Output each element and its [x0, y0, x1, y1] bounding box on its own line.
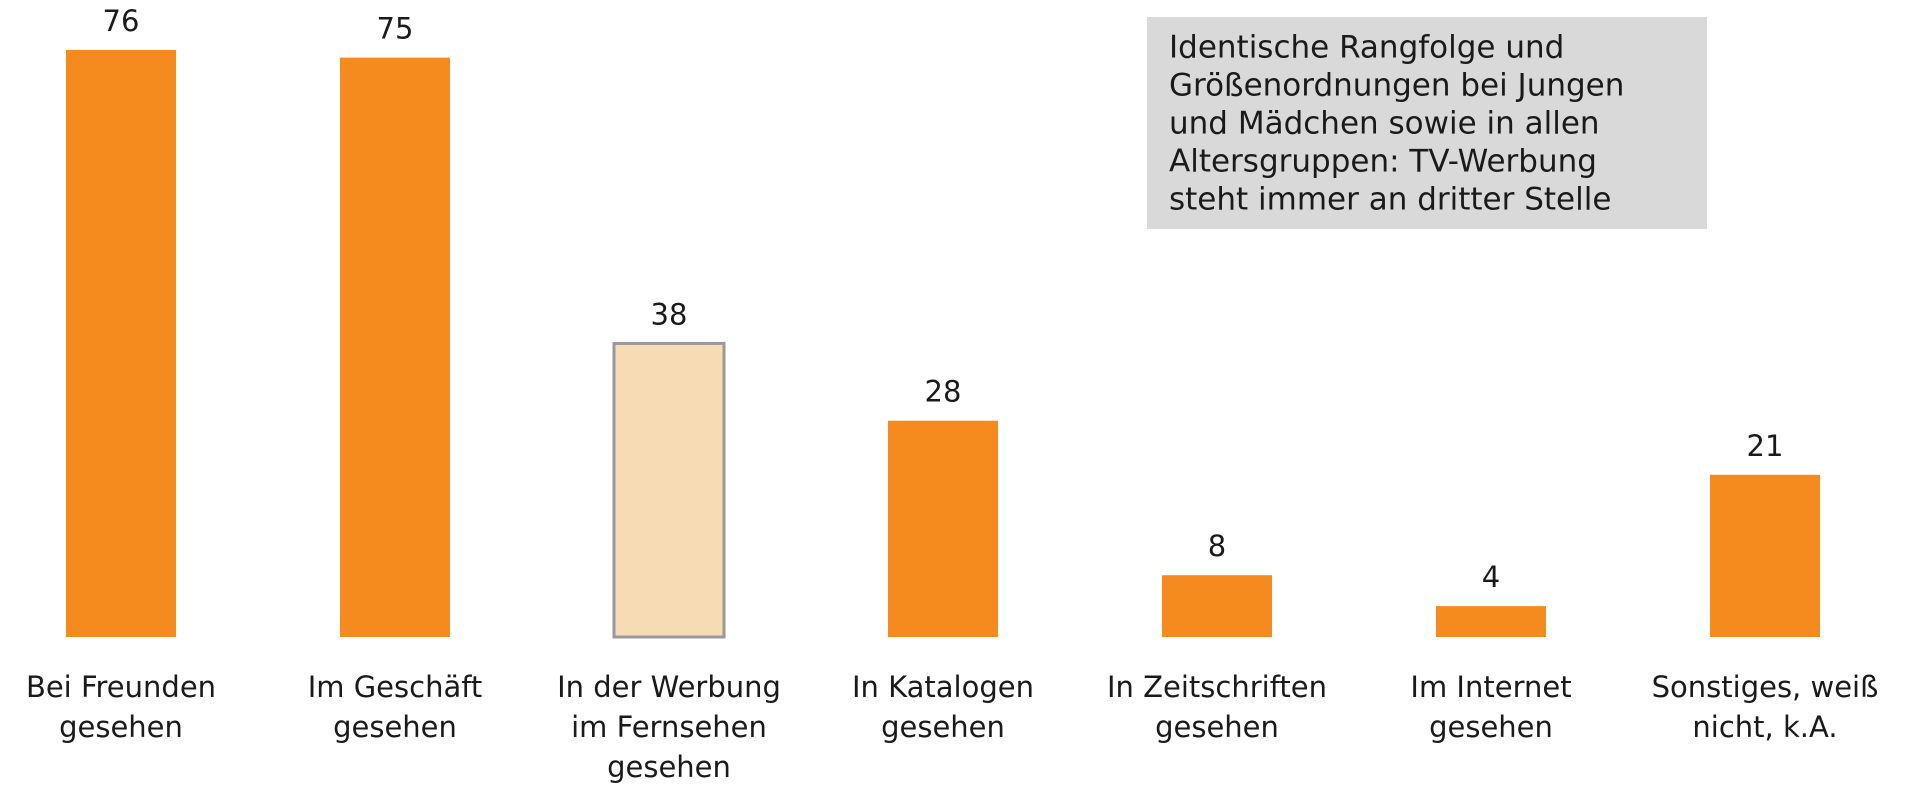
x-tick-label: gesehen [333, 710, 457, 744]
x-tick-label: In Zeitschriften [1107, 670, 1327, 704]
value-label: 8 [1208, 529, 1226, 563]
annotation-line: Größenordnungen bei Jungen [1169, 68, 1624, 104]
annotation-line: Altersgruppen: TV-Werbung [1169, 144, 1597, 180]
bar [340, 57, 450, 637]
x-tick-label: Im Geschäft [308, 670, 483, 704]
annotation-line: und Mädchen sowie in allen [1169, 106, 1600, 142]
x-tick-label: Sonstiges, weiß [1652, 670, 1879, 704]
x-tick-label: gesehen [59, 710, 183, 744]
value-label: 75 [377, 12, 414, 46]
annotation-line: Identische Rangfolge und [1169, 30, 1564, 66]
bar [1710, 474, 1820, 637]
bar [1162, 575, 1272, 637]
x-tick-label: Bei Freunden [26, 670, 216, 704]
x-tick-label: Im Internet [1410, 670, 1571, 704]
x-tick-label: gesehen [1429, 710, 1553, 744]
value-label: 28 [925, 375, 962, 409]
x-tick-label: In Katalogen [852, 670, 1034, 704]
x-tick-label: gesehen [607, 750, 731, 784]
value-label: 4 [1482, 560, 1500, 594]
value-label: 21 [1747, 429, 1784, 463]
annotation-line: steht immer an dritter Stelle [1169, 182, 1611, 218]
x-tick-label: In der Werbung [557, 670, 781, 704]
x-tick-label: gesehen [1155, 710, 1279, 744]
value-label: 76 [103, 4, 140, 38]
annotation-box [1147, 17, 1707, 229]
value-label: 38 [651, 297, 688, 331]
x-tick-label: gesehen [881, 710, 1005, 744]
bar [888, 420, 998, 637]
bar [1436, 606, 1546, 637]
x-tick-label: nicht, k.A. [1692, 710, 1837, 744]
bar [66, 49, 176, 637]
bar [612, 341, 726, 639]
x-tick-label: im Fernsehen [571, 710, 767, 744]
